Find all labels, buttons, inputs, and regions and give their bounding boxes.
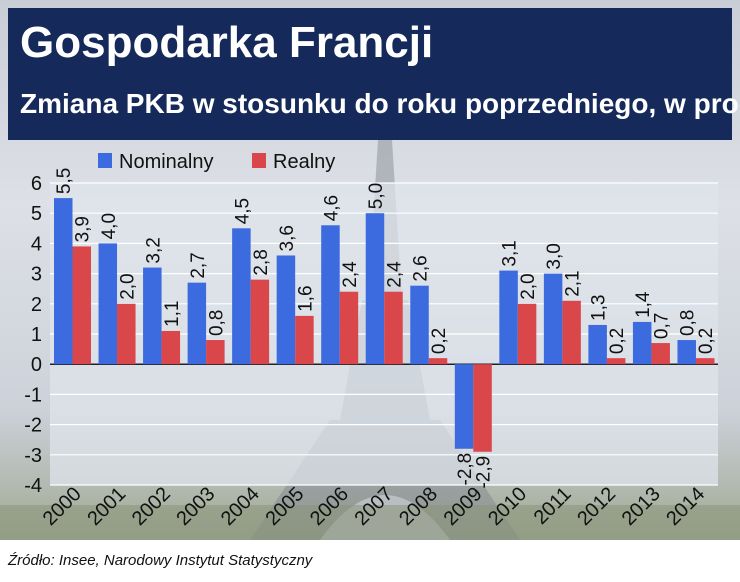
x-tick-label: 2003 <box>172 483 219 530</box>
data-label: 1,3 <box>589 295 610 321</box>
header-banner: Gospodarka Francji Zmiana PKB w stosunku… <box>8 8 740 140</box>
bar-nominal <box>454 364 474 449</box>
data-label: 0,8 <box>206 310 227 336</box>
x-tick-label: 2012 <box>573 483 620 530</box>
y-tick-label: 1 <box>31 324 42 346</box>
data-label: 4,6 <box>321 195 342 221</box>
y-tick-label: -1 <box>24 384 42 406</box>
chart-subtitle: Zmiana PKB w stosunku do roku poprzednie… <box>20 88 740 119</box>
bar-real <box>206 340 225 365</box>
data-label: 5,5 <box>54 168 75 194</box>
bar-nominal <box>499 270 518 365</box>
legend-item-real: Realny <box>252 151 335 173</box>
y-tick-label: 2 <box>31 294 42 316</box>
x-tick-label: 2011 <box>530 483 576 529</box>
data-label: 2,1 <box>563 270 584 296</box>
data-label: 5,0 <box>366 183 387 209</box>
data-label: 2,6 <box>411 255 432 281</box>
data-label: 3,6 <box>277 225 298 251</box>
bar-real <box>428 358 448 365</box>
data-label: 0,2 <box>607 328 628 354</box>
data-label: 2,8 <box>251 249 272 275</box>
bar-nominal <box>543 273 563 365</box>
y-tick-label: 5 <box>31 203 42 225</box>
legend-label: Realny <box>273 151 335 173</box>
data-label: 3,2 <box>143 237 164 263</box>
bar-nominal <box>588 324 607 365</box>
bar-real <box>695 358 715 365</box>
x-tick-label: 2001 <box>83 483 130 530</box>
x-tick-label: 2005 <box>261 483 308 530</box>
data-label: -2,8 <box>455 453 476 486</box>
bar-real <box>295 315 314 365</box>
bar-real <box>651 343 670 365</box>
data-label: 3,1 <box>500 240 521 266</box>
footer <box>0 540 740 582</box>
bar-real <box>117 303 136 365</box>
x-tick-label: 2014 <box>662 483 709 530</box>
x-tick-label: 2002 <box>128 483 175 530</box>
x-tick-label: 2009 <box>440 483 487 530</box>
bar-nominal <box>365 213 385 365</box>
bar-real <box>72 246 91 365</box>
bar-nominal <box>321 225 340 365</box>
data-label: 3,9 <box>73 216 94 242</box>
legend-swatch <box>252 153 266 168</box>
bar-real <box>562 300 581 365</box>
source-note: Źródło: Insee, Narodowy Instytut Statyst… <box>8 552 313 569</box>
y-tick-label: 6 <box>31 173 42 195</box>
bar-nominal <box>232 228 251 365</box>
legend-swatch <box>98 153 112 168</box>
x-tick-label: 2010 <box>484 483 531 530</box>
data-label: 2,0 <box>117 273 138 299</box>
data-label: 2,7 <box>188 252 209 278</box>
bar-nominal <box>187 282 207 365</box>
data-label: 1,4 <box>633 291 654 318</box>
y-tick-label: 0 <box>31 354 42 376</box>
bar-real <box>339 291 359 365</box>
bar-real <box>606 358 626 365</box>
bar-real <box>384 291 403 365</box>
data-label: 2,4 <box>384 261 405 288</box>
data-label: 1,6 <box>295 285 316 311</box>
bar-real <box>161 330 181 365</box>
y-tick-label: -3 <box>24 445 42 467</box>
bar-nominal <box>410 285 429 365</box>
bar-nominal <box>276 255 296 365</box>
y-tick-label: -2 <box>24 415 42 437</box>
data-label: -2,9 <box>474 456 495 489</box>
data-label: 0,8 <box>678 310 699 336</box>
x-tick-label: 2004 <box>217 483 264 530</box>
x-tick-label: 2006 <box>306 483 353 530</box>
y-tick-label: 4 <box>31 233 42 255</box>
bar-nominal <box>143 267 162 365</box>
data-label: 3,0 <box>544 243 565 269</box>
chart-title: Gospodarka Francji <box>20 18 434 67</box>
bar-nominal <box>98 243 118 365</box>
bar-real <box>473 364 492 452</box>
data-label: 1,1 <box>162 301 183 327</box>
data-label: 0,2 <box>429 328 450 354</box>
bar-real <box>250 279 270 365</box>
legend-item-nominal: Nominalny <box>98 151 213 173</box>
x-tick-label: 2000 <box>39 483 86 530</box>
bar-nominal <box>677 340 696 365</box>
data-label: 2,4 <box>340 261 361 288</box>
x-tick-label: 2013 <box>618 483 665 530</box>
data-label: 4,0 <box>99 213 120 239</box>
data-label: 0,2 <box>696 328 717 354</box>
y-tick-label: 3 <box>31 264 42 286</box>
data-label: 2,0 <box>518 273 539 299</box>
bar-nominal <box>632 321 652 365</box>
y-tick-label: -4 <box>24 475 42 497</box>
x-tick-label: 2008 <box>395 483 442 530</box>
bar-real <box>517 303 537 365</box>
bar-nominal <box>54 198 73 365</box>
data-label: 4,5 <box>232 198 253 224</box>
x-tick-label: 2007 <box>351 483 398 530</box>
legend-label: Nominalny <box>119 151 213 173</box>
data-label: 0,7 <box>652 313 673 339</box>
